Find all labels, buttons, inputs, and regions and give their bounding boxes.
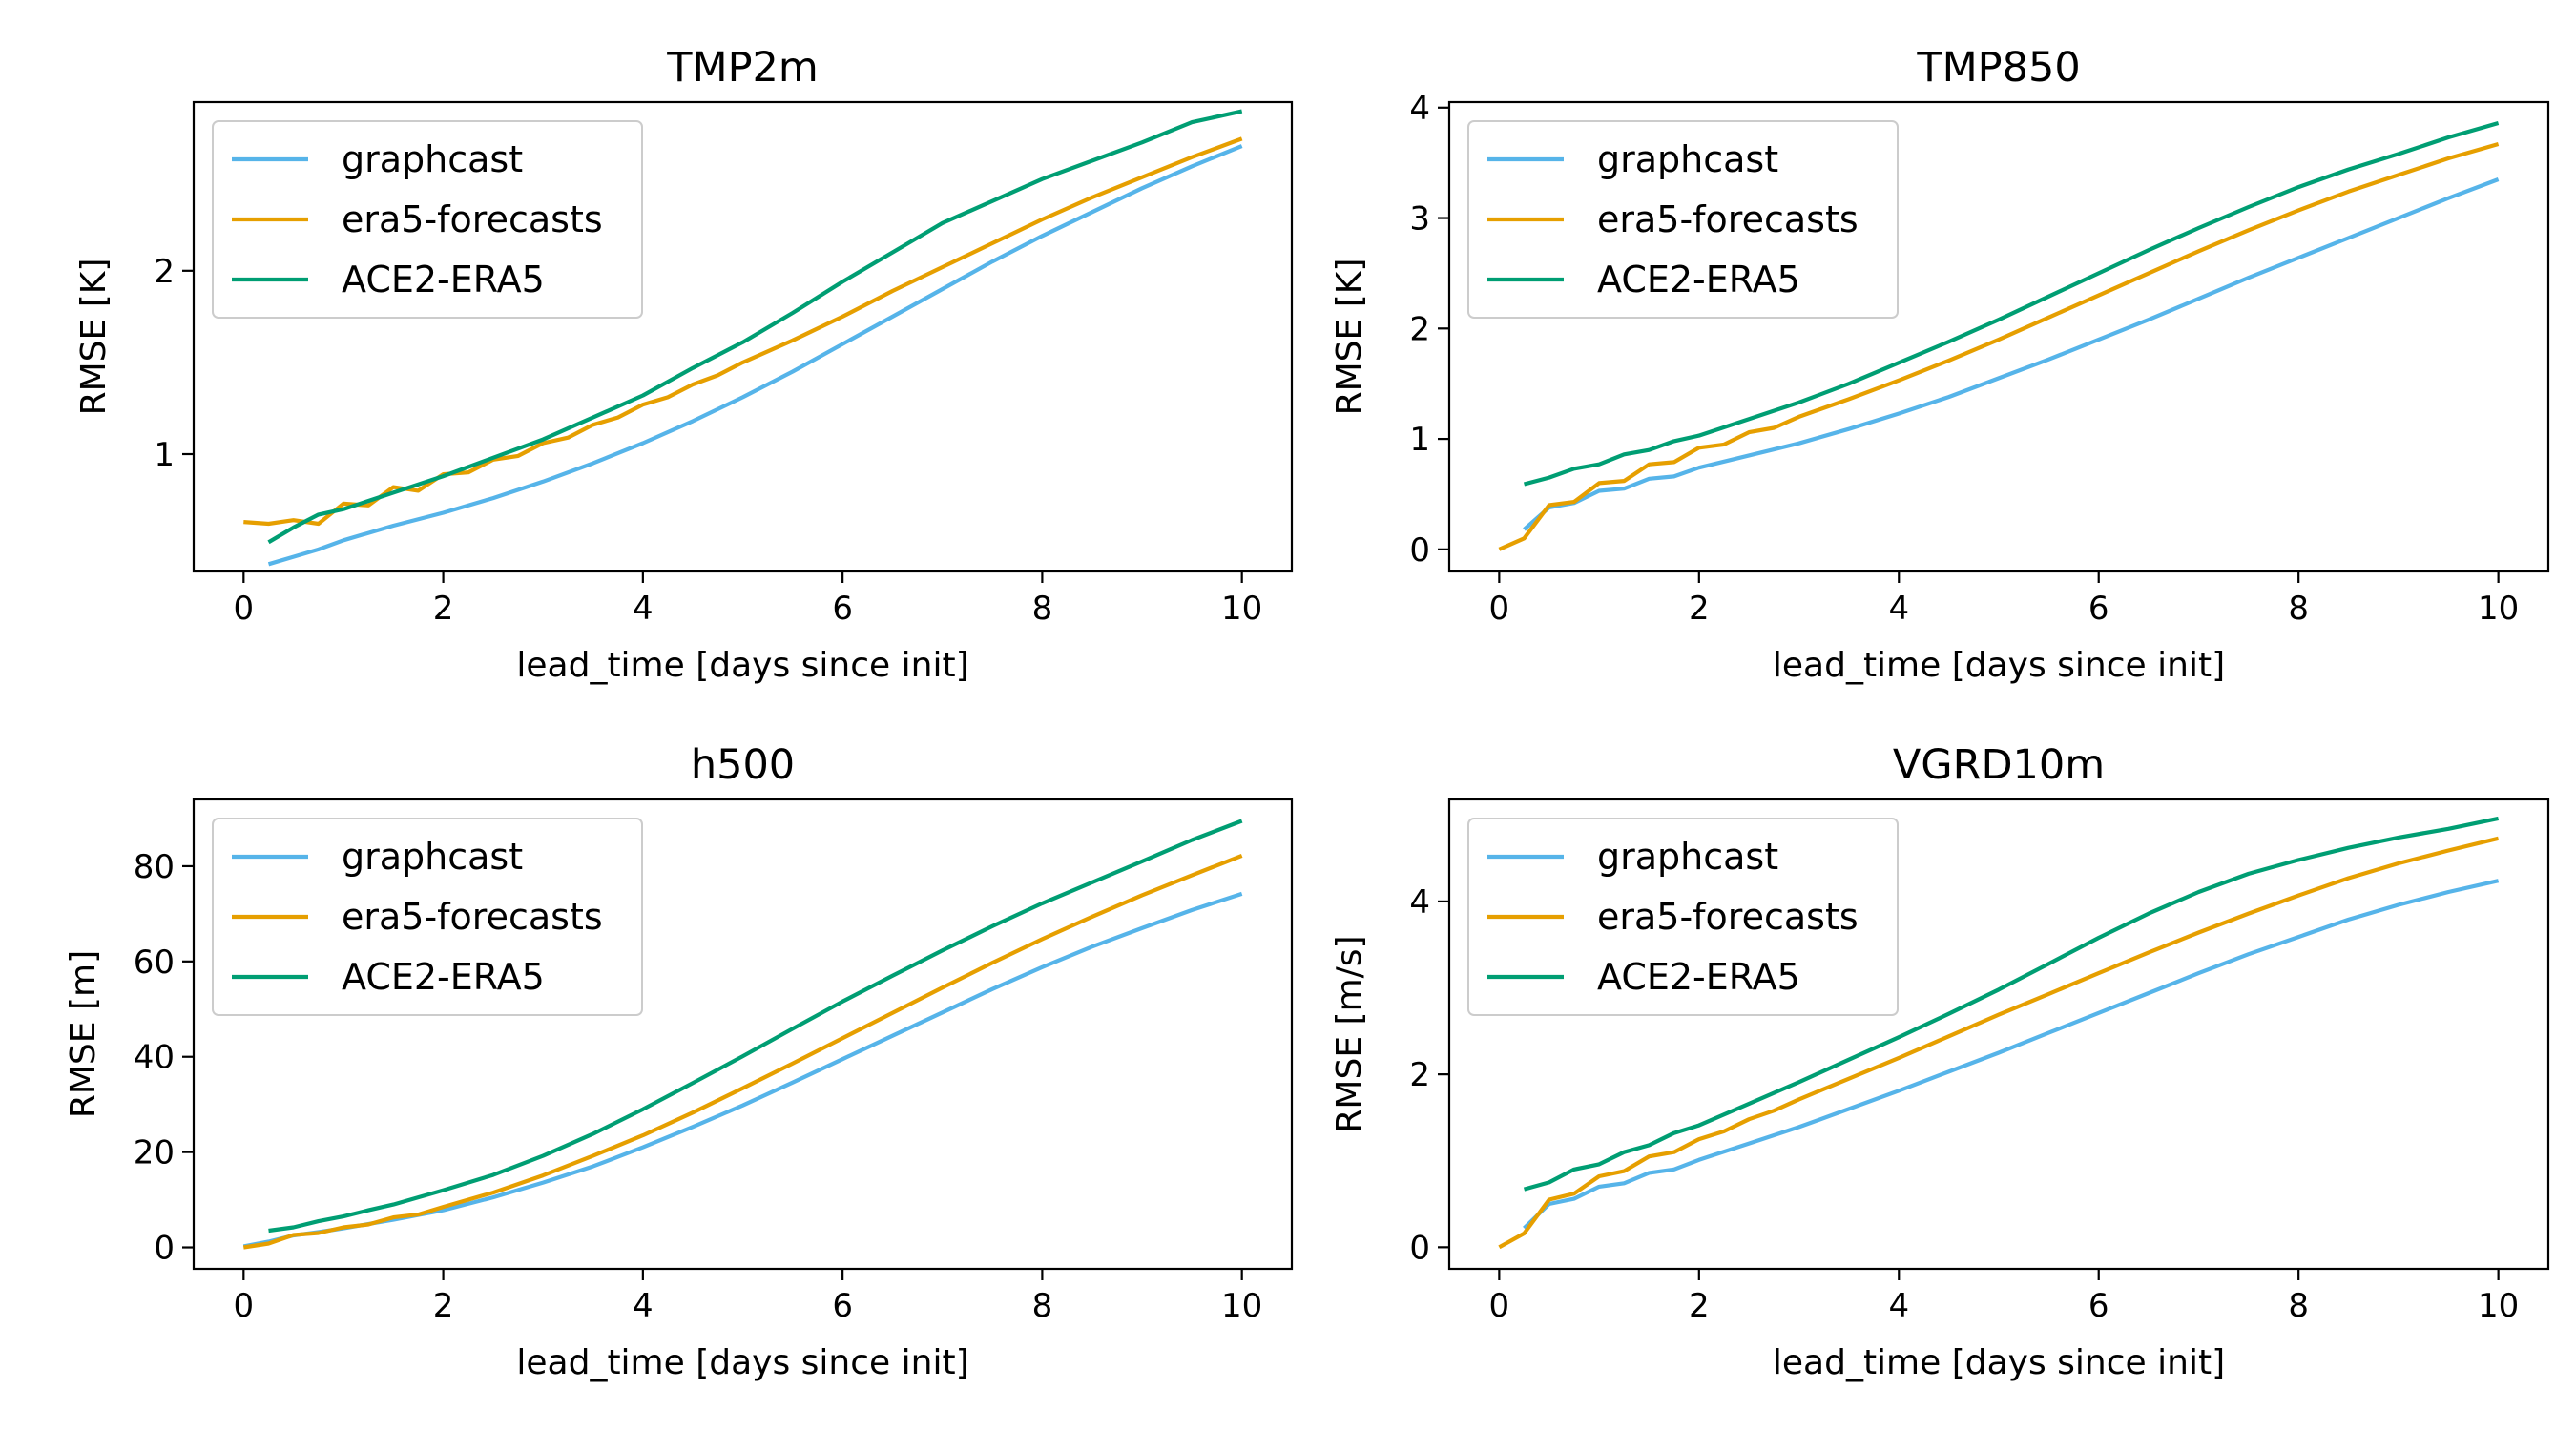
x-tick-label: 10	[2478, 1287, 2519, 1325]
axes-frame	[192, 798, 1294, 1271]
legend-label: graphcast	[342, 836, 523, 878]
x-tick-label: 6	[832, 1287, 853, 1325]
y-tick-label: 4	[1409, 883, 1430, 922]
series-line-ace2-era5	[1523, 120, 2500, 487]
x-tick-label: 4	[1888, 1287, 1909, 1325]
x-axis-label: lead_time [days since init]	[1773, 1343, 2225, 1382]
x-tick-label: 0	[233, 1287, 254, 1325]
legend-label: era5-forecasts	[1597, 896, 1859, 938]
series-line-ace2-era5	[267, 109, 1243, 545]
chart-title: VGRD10m	[1893, 741, 2105, 789]
x-tick-label: 8	[2288, 1287, 2309, 1325]
legend-box	[212, 120, 643, 319]
x-tick-label: 4	[633, 1287, 654, 1325]
y-tick-label: 2	[1409, 310, 1430, 348]
series-line-ace2-era5	[268, 819, 1243, 1234]
y-tick-label: 1	[1409, 421, 1430, 459]
axes-frame	[1447, 100, 2550, 573]
legend: graphcast era5-forecasts ACE2-ERA5	[212, 120, 643, 319]
legend-box	[1467, 120, 1899, 319]
x-tick-label: 0	[1489, 590, 1510, 628]
legend-label: ACE2-ERA5	[342, 259, 545, 301]
subplot-h500: 0 2 4 6 8 10 0 20 40 60 80 h500 lead_time [days sinc…	[64, 741, 1294, 1382]
y-tick-label: 3	[1409, 200, 1430, 238]
x-tick-label: 2	[433, 590, 454, 628]
axes-frame	[1447, 798, 2550, 1271]
series-line-era5-forecasts	[243, 136, 1243, 527]
legend-label: graphcast	[1597, 138, 1778, 180]
x-tick-label: 8	[1032, 590, 1053, 628]
y-tick-label: 60	[134, 944, 175, 982]
y-tick-label: 0	[1409, 531, 1430, 570]
chart-title: TMP2m	[666, 44, 819, 92]
legend-box	[212, 818, 643, 1016]
x-tick-label: 6	[2088, 1287, 2109, 1325]
series-line-era5-forecasts	[1498, 836, 2500, 1250]
x-tick-label: 2	[433, 1287, 454, 1325]
x-tick-label: 0	[1489, 1287, 1510, 1325]
x-tick-label: 2	[1689, 590, 1710, 628]
y-axis-label: RMSE [K]	[74, 259, 114, 416]
x-tick-label: 4	[633, 590, 654, 628]
x-tick-label: 10	[2478, 590, 2519, 628]
subplot-tmp850: 0 2 4 6 8 10 0 1 2 3 4 TMP850 lead_time [days since …	[1330, 44, 2550, 685]
x-tick-label: 8	[1032, 1287, 1053, 1325]
y-tick-label: 0	[154, 1230, 175, 1268]
legend: graphcast era5-forecasts ACE2-ERA5	[1467, 120, 1899, 319]
y-tick-label: 80	[134, 848, 175, 886]
legend-label: ACE2-ERA5	[1597, 956, 1800, 998]
legend-box	[1467, 818, 1899, 1016]
chart-title: TMP850	[1916, 44, 2080, 92]
legend-label: ACE2-ERA5	[342, 956, 545, 998]
series-line-graphcast	[267, 144, 1243, 567]
subplot-vgrd10m: 0 2 4 6 8 10 0 2 4 VGRD10m lead_time [days since i…	[1330, 741, 2550, 1382]
y-tick-label: 2	[154, 253, 175, 291]
legend-label: graphcast	[1597, 836, 1778, 878]
x-tick-label: 10	[1221, 1287, 1262, 1325]
y-tick-label: 4	[1409, 90, 1430, 128]
y-tick-label: 20	[134, 1134, 175, 1172]
x-tick-label: 8	[2288, 590, 2309, 628]
y-axis-label: RMSE [m/s]	[1330, 935, 1369, 1132]
axes-frame	[192, 100, 1294, 573]
y-tick-label: 2	[1409, 1056, 1430, 1094]
legend: graphcast era5-forecasts ACE2-ERA5	[212, 818, 643, 1016]
x-tick-label: 2	[1689, 1287, 1710, 1325]
x-tick-label: 6	[832, 590, 853, 628]
legend: graphcast era5-forecasts ACE2-ERA5	[1467, 818, 1899, 1016]
legend-label: ACE2-ERA5	[1597, 259, 1800, 301]
x-tick-label: 10	[1221, 590, 1262, 628]
chart-title: h500	[691, 741, 795, 789]
x-tick-label: 4	[1888, 590, 1909, 628]
series-line-era5-forecasts	[242, 853, 1243, 1250]
series-line-graphcast	[1523, 177, 2500, 531]
x-axis-label: lead_time [days since init]	[516, 1343, 968, 1382]
legend-label: era5-forecasts	[342, 198, 603, 240]
y-axis-label: RMSE [K]	[1330, 259, 1369, 416]
legend-label: graphcast	[342, 138, 523, 180]
series-line-era5-forecasts	[1498, 141, 2500, 551]
x-axis-label: lead_time [days since init]	[516, 646, 968, 685]
x-axis-label: lead_time [days since init]	[1773, 646, 2225, 685]
legend-label: era5-forecasts	[1597, 198, 1859, 240]
y-tick-label: 1	[154, 436, 175, 474]
legend-label: era5-forecasts	[342, 896, 603, 938]
series-line-ace2-era5	[1523, 816, 2500, 1192]
y-tick-label: 40	[134, 1039, 175, 1077]
series-line-graphcast	[1523, 879, 2500, 1230]
x-tick-label: 0	[233, 590, 254, 628]
x-tick-label: 6	[2088, 590, 2109, 628]
y-axis-label: RMSE [m]	[64, 950, 103, 1118]
y-tick-label: 0	[1409, 1229, 1430, 1267]
